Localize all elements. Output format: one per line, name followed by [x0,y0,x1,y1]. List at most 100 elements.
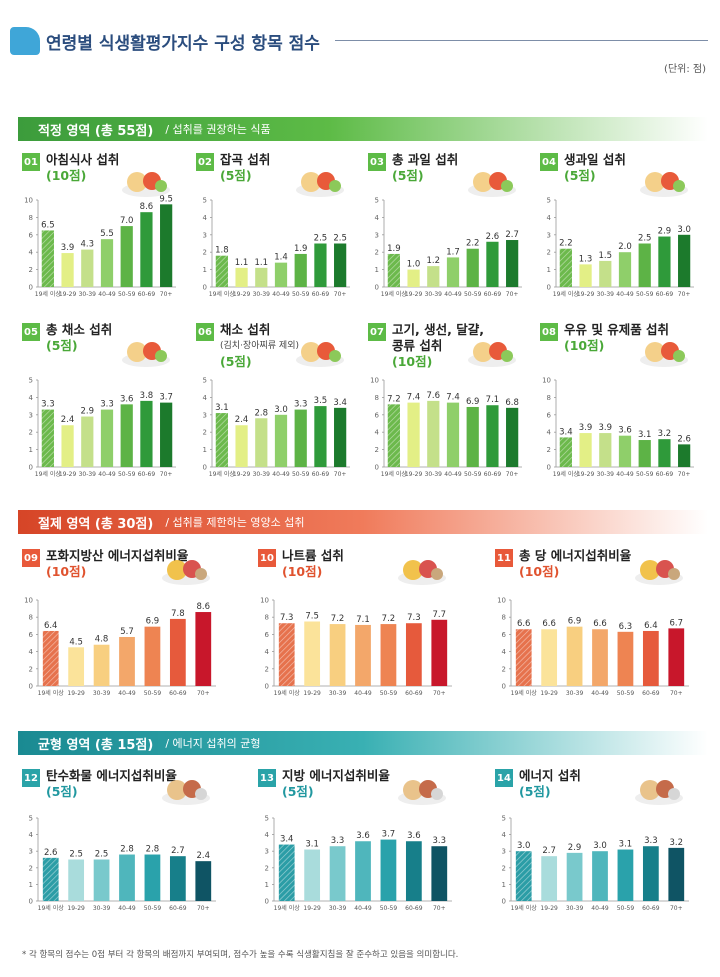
chart-header: 07 고기, 생선, 달걀, 콩류 섭취 (10점) [368,322,484,370]
x-tick-label: 40-49 [118,905,136,912]
title-badge-icon [10,27,40,55]
y-tick-label: 5 [203,197,207,205]
section-balance-header: 균형 영역 (총 15점) / 에너지 섭취의 균형 [18,731,708,755]
item-number-badge: 03 [368,153,386,171]
bar [431,619,448,686]
item-number-badge: 01 [22,153,40,171]
bar [255,267,268,287]
x-tick-label: 40-49 [272,471,290,478]
x-tick-label: 50-59 [636,291,654,298]
data-label: 2.5 [638,234,652,244]
item-number-badge: 13 [258,769,276,787]
y-tick-label: 8 [375,394,379,402]
y-tick-label: 4 [547,214,552,222]
bar [592,629,608,686]
section-subtitle: / 섭취를 제한하는 영양소 섭취 [165,516,305,529]
y-tick-label: 6 [547,411,552,419]
data-label: 6.6 [517,619,531,629]
item-number-badge: 10 [258,549,276,567]
chart-title: 나트륨 섭취 [282,548,344,563]
y-tick-label: 1 [29,881,33,889]
chart-header: 04 생과일 섭취 (5점) [540,152,626,184]
y-tick-label: 5 [203,377,207,385]
data-label: 2.7 [505,230,519,240]
data-label: 6.4 [44,621,58,631]
bar [61,253,74,287]
y-tick-label: 5 [29,815,33,823]
bar [515,851,532,901]
bar [678,444,691,467]
x-tick-label: 30-39 [79,291,97,298]
bar [658,439,671,467]
y-tick-label: 3 [265,848,269,856]
y-tick-label: 0 [203,284,207,292]
data-label: 3.0 [677,225,691,235]
bar [618,435,632,467]
data-label: 7.1 [486,395,500,405]
bar [304,849,321,901]
y-tick-label: 2 [203,249,207,257]
data-label: 3.4 [333,398,347,408]
data-label: 4.5 [69,637,83,647]
bar-chart: 0 1 2 3 4 5 3.4 19세 이상 3.1 19-29 3.3 30-39 3.6 40-49 3… [265,815,452,912]
chart-header: 01 아침식사 섭취 (10점) [22,152,119,184]
data-label: 2.2 [466,239,480,249]
y-tick-label: 2 [375,446,379,454]
y-tick-label: 2 [547,249,551,257]
y-tick-label: 6 [29,231,34,239]
y-tick-label: 1 [375,266,379,274]
bar [599,433,612,467]
x-tick-label: 60-69 [312,291,330,298]
x-tick-label: 19세 이상 [38,689,65,697]
x-tick-label: 40-49 [118,690,136,697]
data-label: 6.3 [619,622,633,632]
y-tick-label: 6 [265,631,270,639]
bar [617,631,634,686]
x-tick-label: 50-59 [118,471,136,478]
data-label: 7.3 [280,613,294,623]
data-label: 7.6 [427,391,441,401]
data-label: 6.6 [542,619,556,629]
bar [559,437,572,467]
chart-header: 12 탄수화물 에너지섭취비율 (5점) [22,768,177,800]
data-label: 2.8 [146,845,160,855]
data-label: 4.3 [81,240,95,250]
x-tick-label: 19-29 [67,905,85,912]
x-tick-label: 30-39 [329,690,347,697]
x-tick-label: 50-59 [464,471,482,478]
bar [68,647,85,686]
data-label: 3.6 [356,831,370,841]
data-label: 6.6 [593,619,607,629]
chart-title: 잡곡 섭취 [220,152,271,167]
x-tick-label: 19세 이상 [274,689,301,697]
data-label: 3.6 [407,831,421,841]
y-tick-label: 0 [547,464,551,472]
data-label: 3.1 [619,840,633,850]
x-tick-label: 30-39 [329,905,347,912]
x-tick-label: 30-39 [425,291,443,298]
bar-chart: 0 2 4 6 8 10 6.4 19세 이상 4.5 19-29 4.8 30-39 5.7 40-49… [24,597,216,697]
bar [566,626,583,686]
data-label: 3.0 [517,841,531,851]
data-label: 7.3 [407,613,421,623]
food-illustration-icon [468,172,516,197]
y-tick-label: 0 [502,898,506,906]
chart-title: 총 과일 섭취 [392,152,459,167]
food-illustration-icon [296,342,344,367]
bar-chart: 0 1 2 3 4 5 2.6 19세 이상 2.5 19-29 2.5 30-39 2.8 40-49 2… [29,815,216,912]
x-tick-label: 19세 이상 [381,290,408,298]
section-title: 절제 영역 (총 30점) [38,516,154,532]
chart-max-score: (10점) [46,564,87,579]
bar [380,624,397,686]
y-tick-label: 2 [203,429,207,437]
bar [100,239,114,287]
chart-panel-02: 02 잡곡 섭취 (5점) 0 1 2 3 4 5 1.8 19세 이상 1.1 19-29 1.1 30-… [196,152,356,307]
x-tick-label: 19-29 [303,905,321,912]
data-label: 6.4 [644,621,658,631]
chart-header: 05 총 채소 섭취 (5점) [22,322,112,354]
y-tick-label: 3 [502,848,506,856]
bar [466,248,479,287]
x-tick-label: 19-29 [59,291,77,298]
bar [638,440,651,467]
bar [541,856,558,901]
